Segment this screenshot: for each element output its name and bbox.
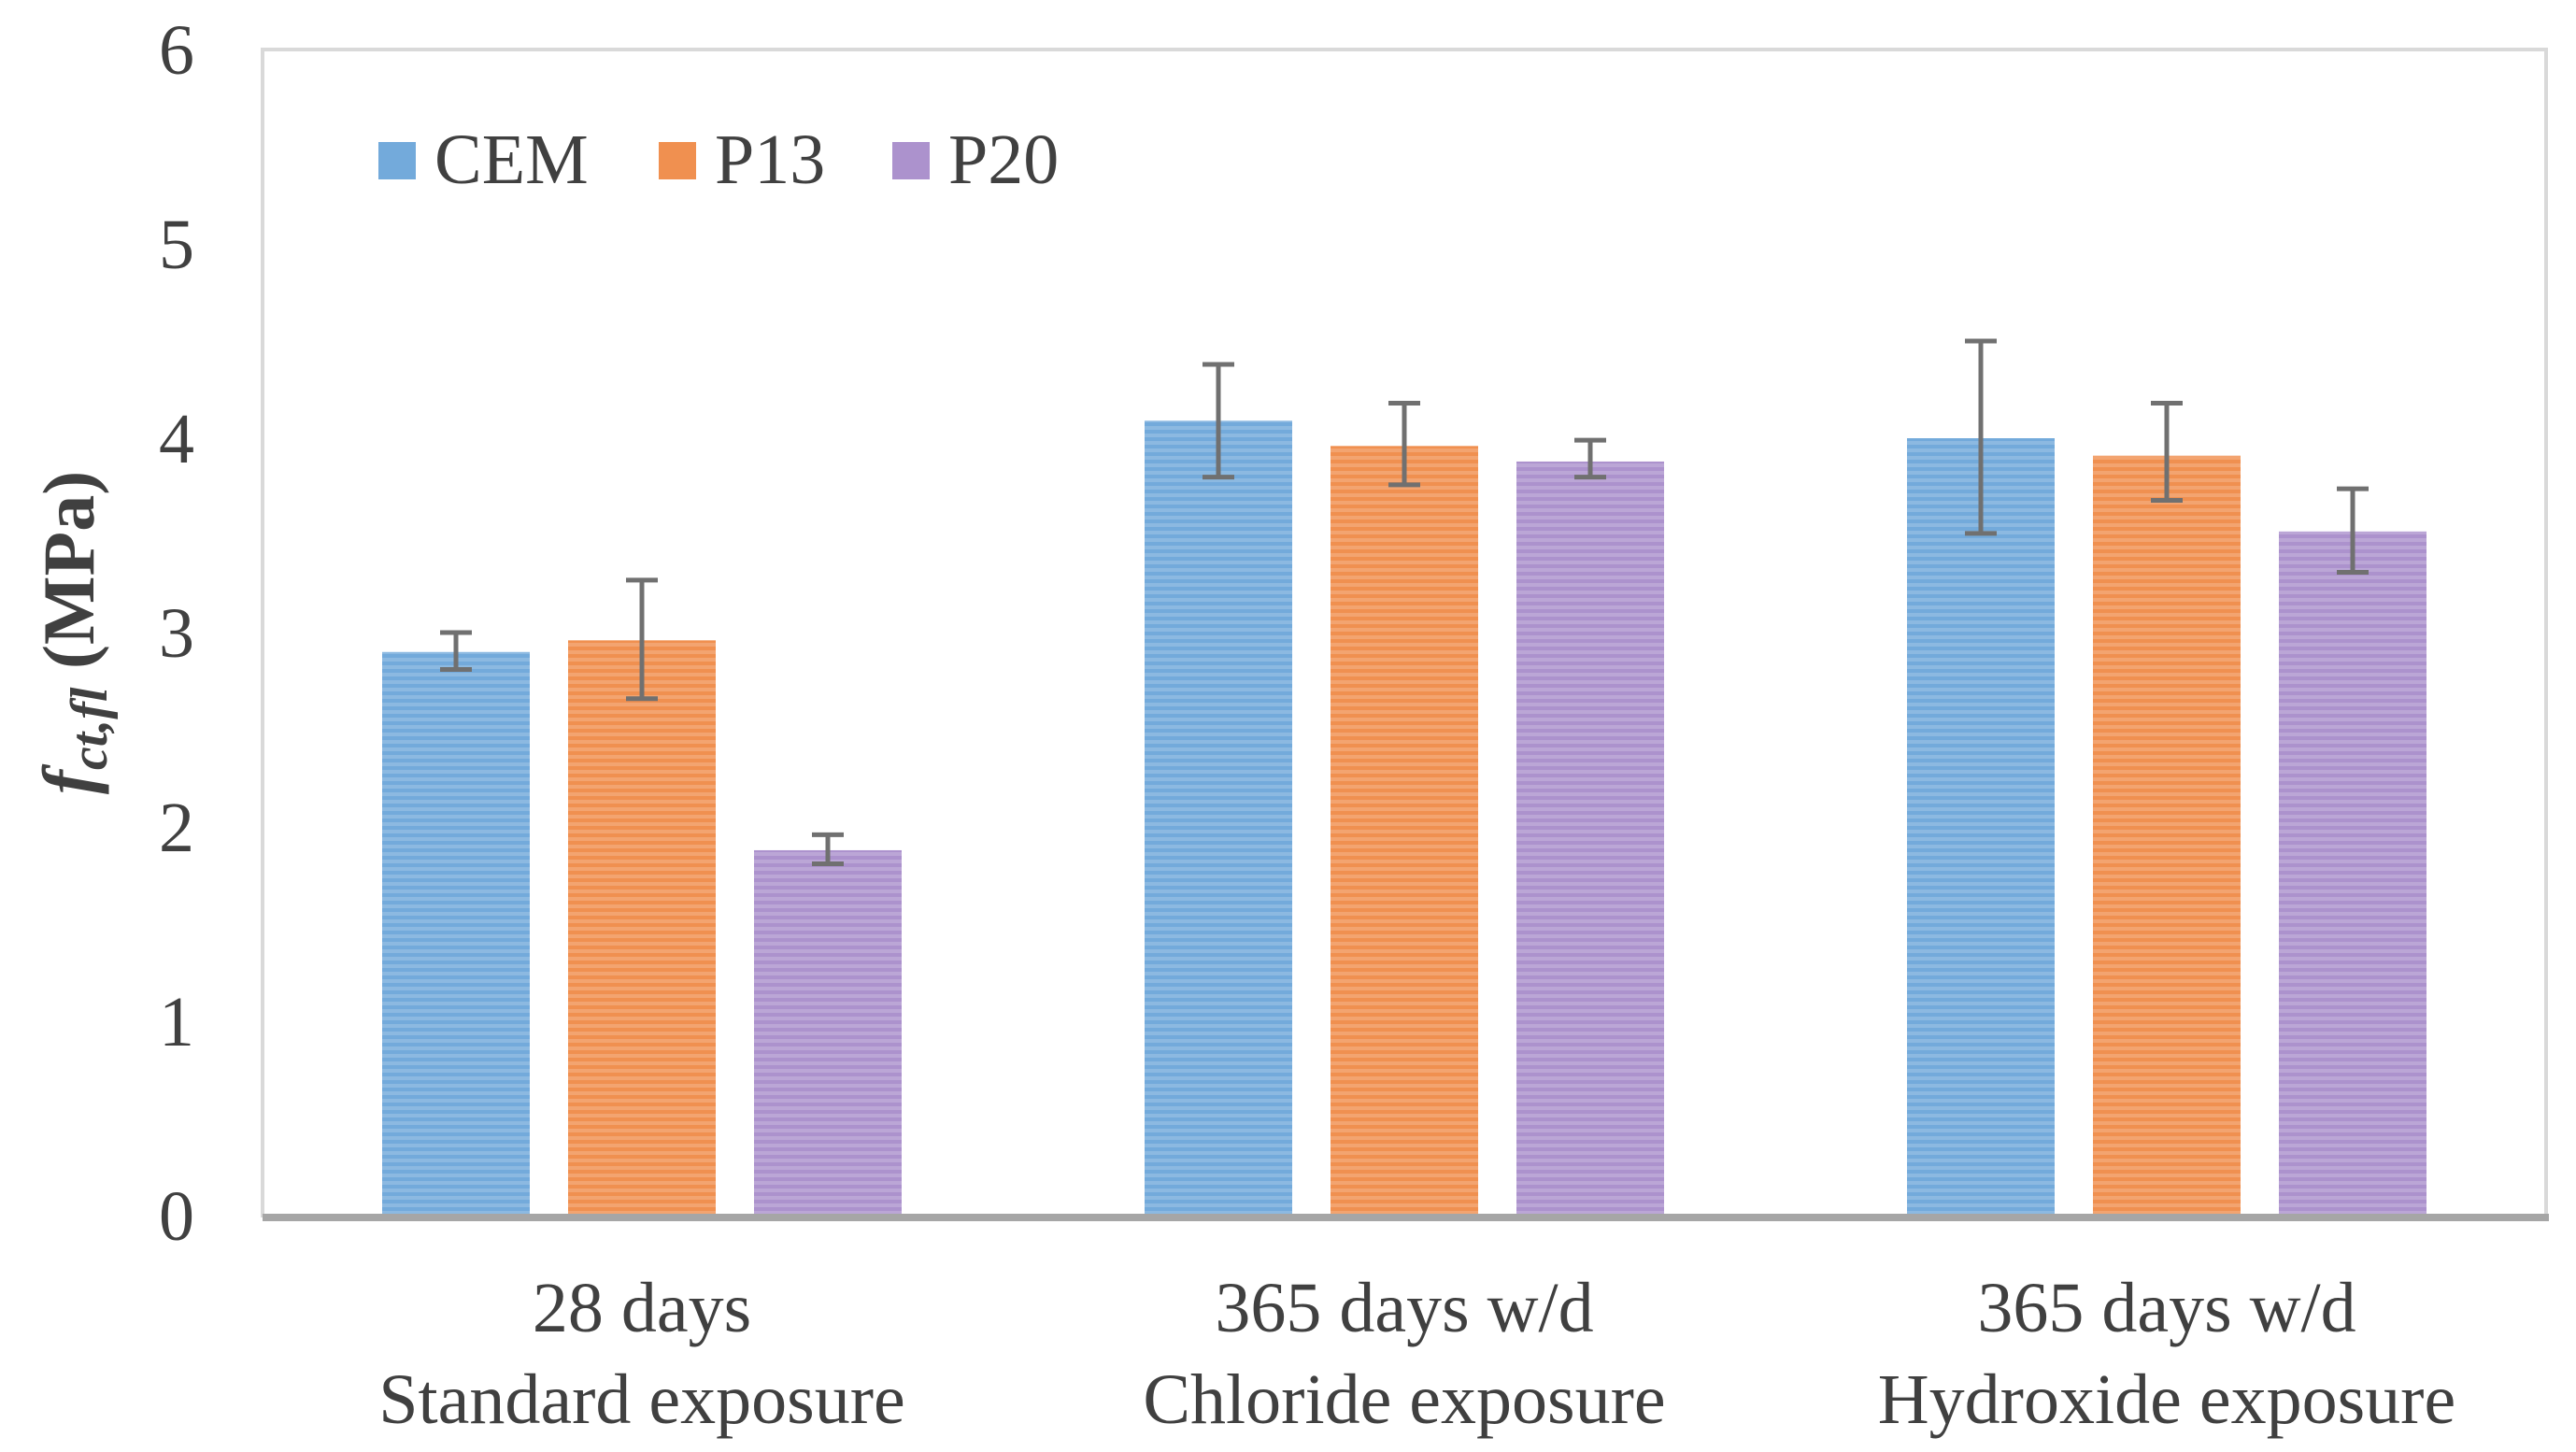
y-tick-label: 5 <box>159 206 194 284</box>
x-tick-label: 28 days <box>533 1269 751 1347</box>
bar-texture <box>1516 461 1664 1217</box>
error-bar <box>2151 401 2183 504</box>
y-tick-label: 2 <box>159 789 194 867</box>
bar-texture <box>568 640 716 1216</box>
error-bar <box>1203 362 1234 480</box>
legend-swatch-p13 <box>659 142 696 179</box>
y-tick-label: 3 <box>159 594 194 673</box>
bar-texture <box>382 651 530 1216</box>
y-tick-label: 6 <box>159 11 194 90</box>
legend-swatch-cem <box>378 142 416 179</box>
y-label-unit: (MPa) <box>28 471 109 688</box>
bar-texture <box>1331 446 1478 1216</box>
y-label-sub: ct,fl <box>61 687 119 770</box>
x-tick-label: 365 days w/d <box>1977 1269 2355 1347</box>
x-tick-label: Standard exposure <box>378 1360 905 1439</box>
bar-texture <box>1907 438 2055 1216</box>
legend-label: CEM <box>434 121 589 199</box>
error-bar <box>1965 338 1997 536</box>
bar-texture <box>2093 455 2241 1217</box>
error-bar <box>2337 486 2369 576</box>
error-bar <box>1388 401 1420 488</box>
error-bar <box>812 832 844 867</box>
y-tick-label: 1 <box>159 983 194 1061</box>
error-bar <box>626 577 658 702</box>
y-axis-label: fct,fl (MPa) <box>28 471 119 794</box>
legend: CEM P13 P20 <box>378 121 1059 199</box>
y-tick-label: 4 <box>159 400 194 478</box>
error-bar <box>1574 437 1606 480</box>
error-bar <box>440 630 472 673</box>
x-tick-label: 365 days w/d <box>1215 1269 1593 1347</box>
x-tick-label: Chloride exposure <box>1143 1360 1665 1439</box>
legend-label: P20 <box>948 121 1059 199</box>
legend-label: P13 <box>715 121 825 199</box>
bar-texture <box>1145 420 1292 1216</box>
legend-swatch-p20 <box>892 142 930 179</box>
y-tick-label: 0 <box>159 1177 194 1256</box>
bar-texture <box>754 849 902 1216</box>
x-tick-label: Hydroxide exposure <box>1878 1360 2455 1439</box>
bar-texture <box>2279 531 2427 1216</box>
